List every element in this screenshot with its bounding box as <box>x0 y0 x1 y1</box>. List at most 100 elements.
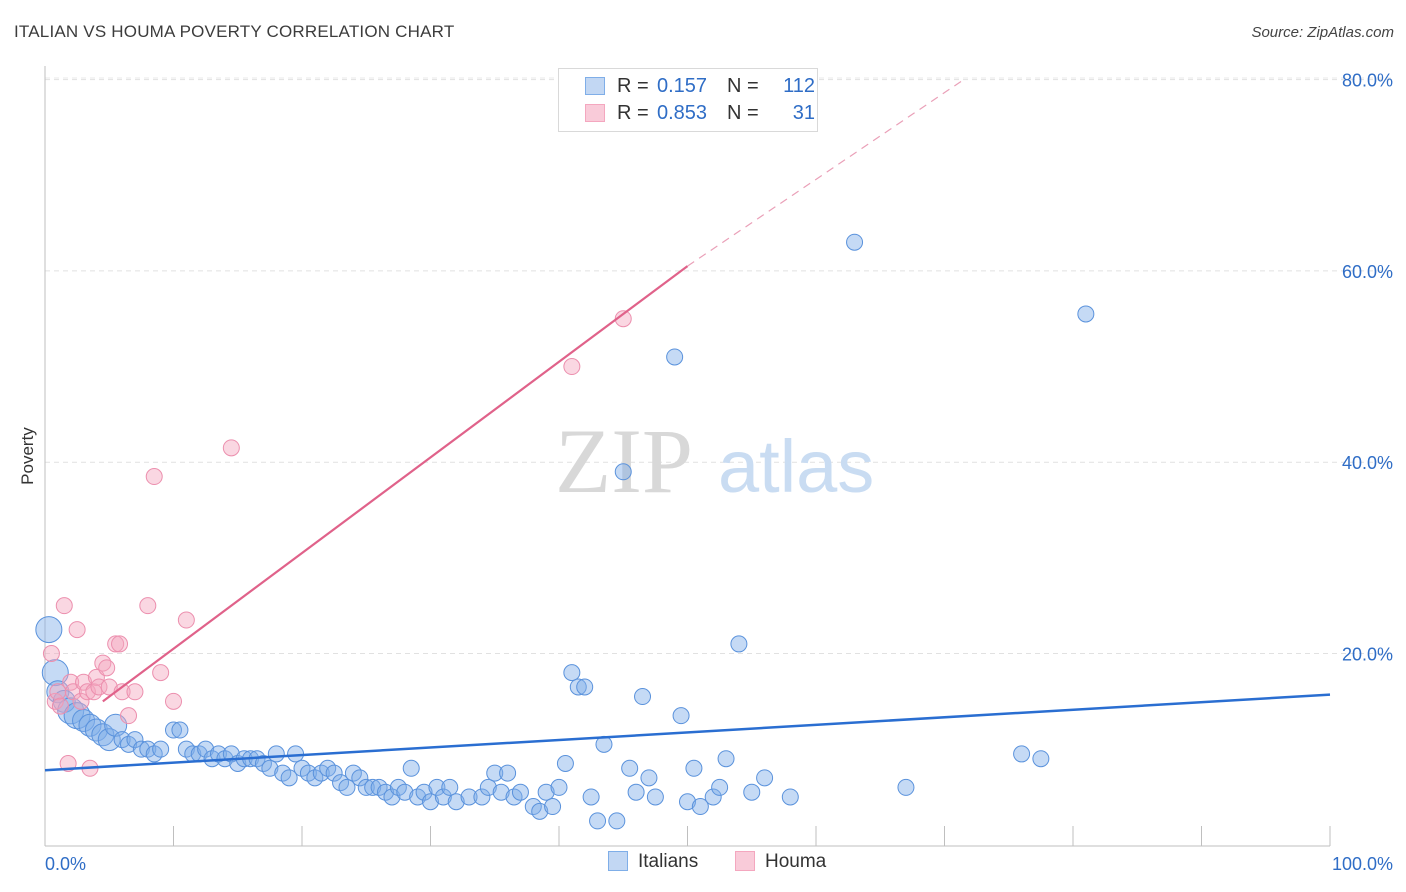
italians-point <box>441 778 459 796</box>
italians-legend-swatch <box>608 851 628 871</box>
italians-points <box>35 233 1095 830</box>
houma-point <box>120 707 138 725</box>
r-value: 0.157 <box>657 75 708 97</box>
n-value: 112 <box>783 75 815 97</box>
italians-point <box>582 788 600 806</box>
houma-legend-label: Houma <box>765 851 827 872</box>
italians-point <box>627 783 645 801</box>
houma-point <box>90 678 108 696</box>
italians-point <box>640 769 658 787</box>
italians-point <box>499 764 517 782</box>
r-label: R = <box>617 75 649 97</box>
italians-point <box>41 659 69 687</box>
legend-item-houma: Houma <box>735 851 826 873</box>
italians-point <box>730 635 748 653</box>
italians-point <box>486 764 504 782</box>
houma-point <box>55 597 73 615</box>
italians-point <box>634 688 652 706</box>
italians-point <box>126 731 144 749</box>
houma-point <box>152 664 170 682</box>
italians-point <box>261 759 279 777</box>
axes <box>44 66 1331 847</box>
y-tick-label: 20.0% <box>1342 645 1393 665</box>
houma-point <box>563 358 581 376</box>
houma-legend-swatch <box>735 851 755 871</box>
italians-point <box>91 723 115 747</box>
italians-point <box>383 788 401 806</box>
italians-point <box>492 783 510 801</box>
y-tick-label: 80.0% <box>1342 71 1393 91</box>
houma-point <box>68 621 86 639</box>
watermark-atlas: atlas <box>718 425 874 508</box>
houma-point <box>51 697 69 715</box>
italians-point <box>704 788 722 806</box>
italians-point <box>78 713 102 737</box>
italians-point <box>717 750 735 768</box>
italians-point <box>132 740 150 758</box>
italians-point <box>422 793 439 811</box>
houma-point <box>85 683 103 701</box>
houma-points <box>42 310 632 777</box>
italians-point <box>428 778 446 796</box>
italians-point <box>544 798 562 816</box>
x-tick-label: 0.0% <box>45 854 86 874</box>
houma-point <box>62 673 80 691</box>
italians-point <box>781 788 799 806</box>
italians-point <box>197 740 215 758</box>
italians-point <box>1032 750 1050 768</box>
y-tick-label: 60.0% <box>1342 262 1393 282</box>
houma-point <box>72 692 90 710</box>
italians-point <box>171 721 189 739</box>
houma-point <box>139 597 157 615</box>
gridlines <box>45 77 1395 654</box>
italians-point <box>511 783 529 801</box>
italians-point <box>1013 745 1031 763</box>
houma-point <box>49 683 67 701</box>
x-tick-label: 100.0% <box>1332 854 1393 874</box>
houma-point <box>98 659 116 677</box>
italians-point <box>576 678 594 696</box>
italians-point <box>537 783 555 801</box>
italians-point <box>165 721 182 739</box>
chart-title: ITALIAN VS HOUMA POVERTY CORRELATION CHA… <box>14 22 455 41</box>
italians-point <box>364 778 382 796</box>
italians-point <box>679 793 696 811</box>
italians-point <box>685 759 703 777</box>
italians-point <box>357 778 375 796</box>
n-label: N = <box>727 102 759 124</box>
italians-point <box>556 754 574 772</box>
italians-point <box>396 783 414 801</box>
stats-legend: R = 0.157 N = 112 R = 0.853 N = 31 <box>558 68 818 132</box>
tick-labels: 20.0% 40.0% 60.0% 80.0% 0.0% 100.0% <box>45 71 1393 874</box>
source-label: Source: ZipAtlas.com <box>1251 24 1394 41</box>
houma-point <box>107 635 125 653</box>
italians-point <box>460 788 478 806</box>
houma-point <box>126 683 144 701</box>
italians-point <box>338 778 356 796</box>
watermark-zip: ZIP <box>555 410 693 512</box>
italians-point <box>280 769 298 787</box>
italians-point <box>434 788 452 806</box>
r-value: 0.853 <box>657 102 708 124</box>
italians-point <box>402 759 420 777</box>
houma-point <box>111 635 129 653</box>
y-axis-label: Poverty <box>18 427 37 485</box>
italians-legend-label: Italians <box>638 851 699 872</box>
italians-point <box>846 233 864 251</box>
italians-point <box>152 740 170 758</box>
italians-swatch <box>585 77 605 95</box>
italians-point <box>589 812 607 830</box>
italians-point <box>672 707 690 725</box>
italians-trend-line <box>44 693 1331 772</box>
n-label: N = <box>727 75 759 97</box>
italians-point <box>646 788 664 806</box>
n-value: 31 <box>792 102 815 124</box>
legend-item-italians: Italians <box>608 851 698 873</box>
houma-point <box>46 692 64 710</box>
italians-point <box>614 463 632 481</box>
italians-point <box>351 769 369 787</box>
italians-point <box>1077 305 1095 323</box>
houma-point <box>165 692 182 710</box>
italians-point <box>563 664 581 682</box>
italians-point <box>608 812 626 830</box>
